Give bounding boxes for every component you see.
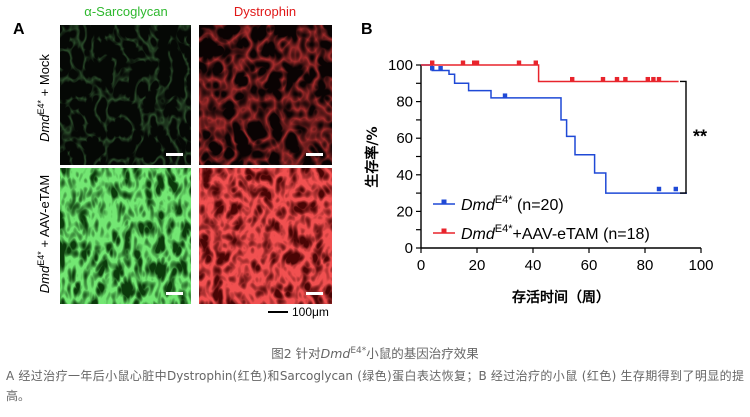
- x-tick-label: 20: [469, 257, 486, 274]
- censor-mark-1: [656, 76, 662, 82]
- y-tick-label: 80: [396, 94, 413, 111]
- scale-bar: [166, 292, 183, 295]
- col-label-sarcoglycan: α-Sarcoglycan: [84, 4, 167, 19]
- censor-mark-1: [570, 76, 575, 82]
- legend-swatch-mark: [441, 228, 447, 233]
- censor-mark-0: [430, 65, 435, 71]
- y-axis-label: 生存率/%: [364, 126, 381, 187]
- scale-bar-legend-line: [268, 311, 288, 313]
- y-tick-label: 100: [388, 57, 413, 74]
- figure-caption-body: A 经过治疗一年后小鼠心脏中Dystrophin(红色)和Sarcoglycan…: [6, 369, 744, 403]
- y-tick-label: 40: [396, 167, 413, 184]
- legend-swatch-mark: [441, 199, 447, 204]
- legend-label-1: DmdE4*+AAV-eTAM (n=18): [461, 223, 650, 243]
- scale-bar: [306, 153, 323, 156]
- survival-chart: 0 20 40 60 80 100 0 20 40 60 80 100 生存率/% 存活时间（周） ** Dm…: [364, 57, 714, 306]
- scale-bar: [306, 292, 323, 295]
- censor-mark-1: [533, 60, 538, 65]
- censor-mark-1: [600, 76, 606, 82]
- micrograph-treated-dystrophin: [199, 168, 332, 304]
- y-tick-label: 20: [396, 203, 413, 220]
- col-label-dystrophin: Dystrophin: [234, 4, 296, 19]
- x-tick-label: 0: [417, 257, 425, 274]
- censor-mark-1: [474, 60, 480, 65]
- panel-b-letter: B: [361, 21, 373, 38]
- censor-mark-1: [623, 76, 628, 82]
- legend-label-0: DmdE4* (n=20): [461, 194, 564, 214]
- censor-mark-1: [516, 60, 522, 65]
- scale-bar: [166, 153, 183, 156]
- censor-mark-1: [430, 60, 435, 65]
- figure-caption-title: 图2 针对DmdE4*小鼠的基因治疗效果: [271, 345, 479, 361]
- x-tick-label: 60: [581, 257, 598, 274]
- censor-mark-0: [656, 186, 662, 192]
- row-label-mock: DmdE4* + Mock: [36, 54, 52, 142]
- censor-mark-0: [438, 65, 443, 71]
- censor-mark-1: [614, 76, 620, 82]
- series-line-1: [421, 64, 679, 83]
- y-tick-label: 60: [396, 130, 413, 147]
- micrograph-mock-sarcoglycan: [60, 25, 191, 165]
- x-tick-label: 80: [637, 257, 654, 274]
- censor-mark-1: [460, 60, 466, 65]
- x-tick-label: 40: [525, 257, 542, 274]
- censor-mark-1: [645, 76, 650, 82]
- x-tick-label: 100: [688, 257, 713, 274]
- censor-mark-0: [502, 93, 508, 98]
- censor-mark-1: [651, 76, 656, 82]
- significance-bracket: [680, 80, 687, 194]
- micrograph-mock-dystrophin: [199, 25, 332, 165]
- series-line-0: [421, 64, 687, 194]
- figure: A α-Sarcoglycan Dystrophin DmdE4* + Mock…: [13, 4, 714, 319]
- x-axis-label: 存活时间（周）: [512, 289, 610, 306]
- significance-label: **: [693, 126, 707, 146]
- scale-bar-label: 100μm: [292, 305, 329, 319]
- y-tick-label: 0: [405, 240, 413, 257]
- panel-a-letter: A: [13, 21, 25, 38]
- censor-mark-0: [673, 186, 678, 192]
- row-label-treated: DmdE4* + AAV-eTAM: [36, 175, 52, 293]
- micrograph-treated-sarcoglycan: [60, 168, 191, 304]
- censor-mark-1: [472, 60, 477, 65]
